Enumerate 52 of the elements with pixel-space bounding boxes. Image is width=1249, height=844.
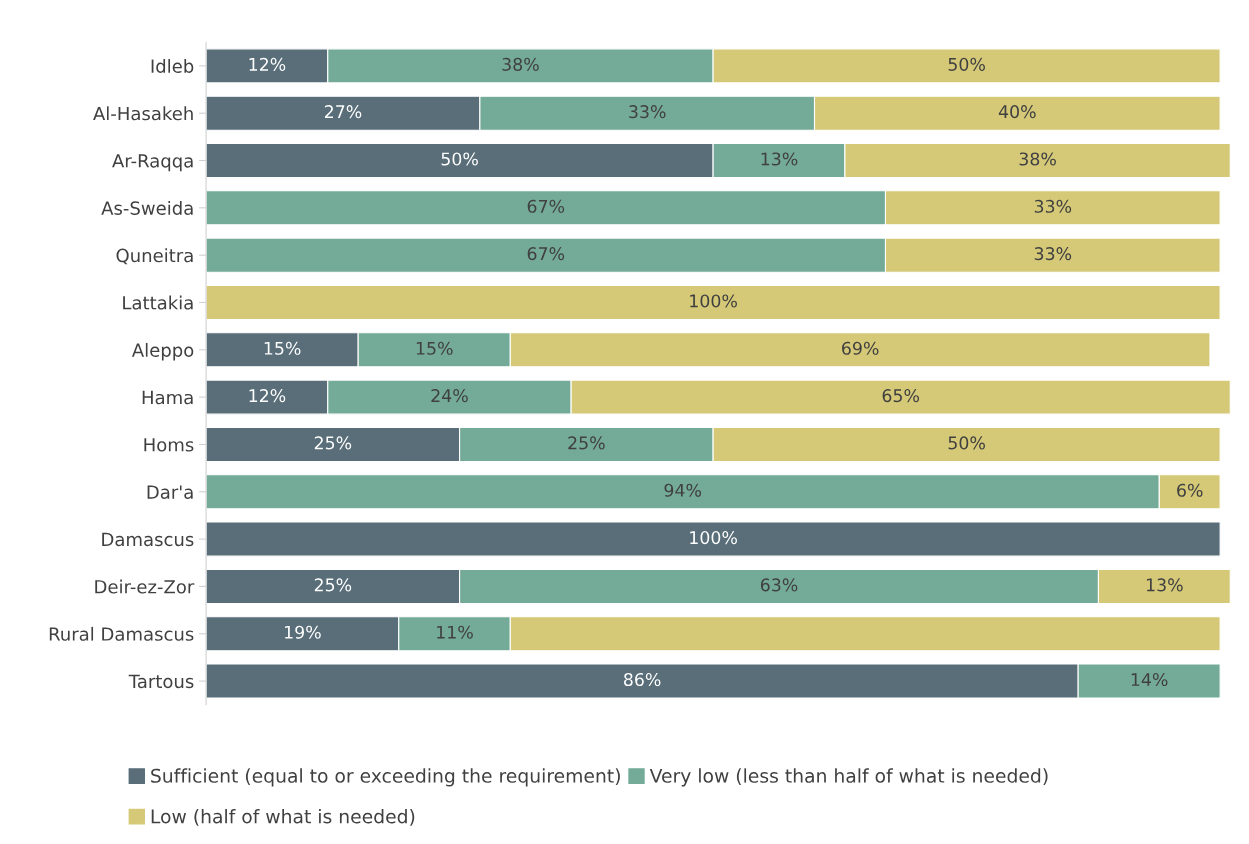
data-label: 50%: [441, 152, 478, 166]
data-label: 50%: [948, 57, 985, 71]
data-label: 13%: [761, 152, 798, 166]
data-label: 50%: [948, 436, 985, 450]
y-tick-label: As-Sweida: [101, 200, 193, 215]
data-label: 25%: [314, 578, 352, 592]
data-label: 33%: [1034, 247, 1072, 261]
data-label: 38%: [502, 57, 539, 71]
data-label: 27%: [324, 105, 362, 119]
data-label: 94%: [664, 483, 702, 497]
data-label: 100%: [690, 531, 737, 545]
data-label: 38%: [1019, 152, 1056, 166]
data-label: 15%: [416, 341, 453, 355]
legend-label: Low (half of what is needed): [151, 808, 415, 826]
y-tick-label: Damascus: [102, 532, 194, 547]
bar: [206, 521, 1221, 557]
data-label: 65%: [882, 389, 920, 403]
data-label: 14%: [1131, 672, 1168, 687]
y-tick-label: Lattakia: [123, 295, 193, 310]
y-tick-label: Al-Hasakeh: [93, 106, 193, 121]
data-label: 25%: [314, 436, 352, 450]
data-label: 13%: [1146, 578, 1183, 592]
data-label: 33%: [629, 105, 666, 119]
y-tick-label: Aleppo: [131, 342, 194, 361]
data-label: 6%: [1177, 483, 1203, 497]
y-tick-label: Quneitra: [116, 248, 193, 265]
y-tick-label: Tartous: [128, 674, 194, 689]
legend-label: Sufficient (equal to or exceeding the requirement): [151, 768, 620, 787]
y-tick-label: Deir-ez-Zor: [95, 579, 195, 594]
data-label: 12%: [249, 57, 286, 71]
data-label: 15%: [264, 341, 301, 355]
y-tick-label: Hama: [142, 390, 193, 405]
y-tick-label: Idleb: [151, 59, 194, 73]
y-tick-label: Rural Damascus: [49, 626, 194, 641]
data-label: 11%: [437, 625, 473, 639]
data-label: 67%: [527, 199, 565, 213]
data-label: 63%: [760, 578, 798, 592]
data-label: 33%: [1034, 199, 1072, 213]
data-label: 19%: [285, 625, 321, 639]
data-label: 100%: [690, 294, 737, 308]
data-label: 40%: [998, 105, 1036, 119]
y-tick-label: Homs: [144, 438, 194, 452]
bar: [206, 284, 1221, 321]
y-tick-label: Ar-Raqqa: [112, 154, 193, 172]
data-label: 12%: [249, 389, 286, 403]
data-label: 25%: [568, 436, 605, 450]
data-label: 24%: [431, 389, 468, 403]
y-tick-label: Dar'a: [147, 485, 193, 499]
data-label: 86%: [624, 672, 661, 687]
data-label: 67%: [527, 247, 565, 261]
data-label: 69%: [842, 341, 879, 355]
legend-label: Very low (less than half of what is needed): [649, 768, 1048, 787]
